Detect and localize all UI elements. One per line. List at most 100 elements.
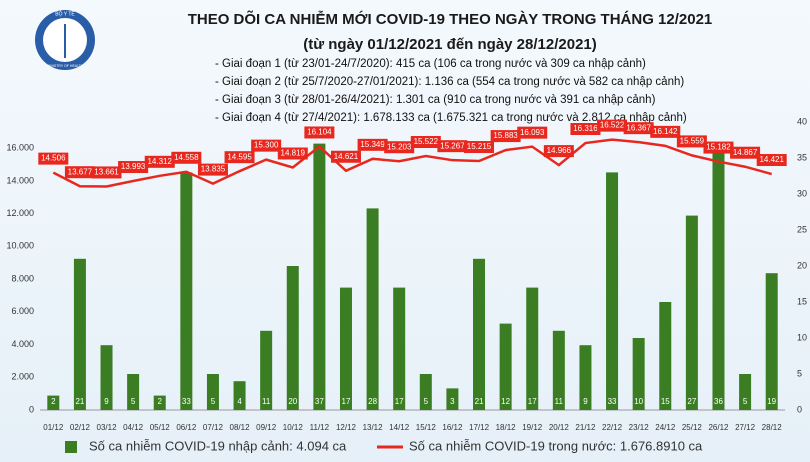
- bar: [685, 215, 698, 410]
- x-tick-label: 12/12: [336, 423, 357, 432]
- y-tick-label: 0: [29, 404, 34, 414]
- x-tick-label: 25/12: [682, 423, 703, 432]
- y2-tick-label: 0: [797, 404, 802, 414]
- bar-label: 11: [555, 397, 564, 406]
- y-tick-label: 10.000: [6, 241, 34, 251]
- bar: [366, 208, 379, 410]
- data-label: 15.300: [254, 141, 279, 150]
- data-label-box: [410, 136, 441, 149]
- data-label-box: [464, 141, 495, 154]
- x-tick-label: 08/12: [230, 423, 251, 432]
- bar: [499, 323, 512, 410]
- data-label: 13.993: [121, 162, 146, 171]
- bar: [339, 287, 352, 410]
- y-tick-label: 16.000: [6, 143, 34, 153]
- note: - Giai đoạn 2 (từ 25/7/2020-27/01/2021):…: [215, 76, 684, 88]
- bar-label: 37: [315, 397, 324, 406]
- y2-tick-label: 25: [797, 224, 807, 234]
- data-label-box: [118, 161, 149, 174]
- data-label-box: [144, 155, 175, 168]
- x-tick-label: 22/12: [602, 423, 623, 432]
- data-label: 14.506: [41, 154, 66, 163]
- bar-label: 11: [262, 397, 271, 406]
- bar: [260, 330, 273, 410]
- bar: [526, 287, 539, 410]
- data-label-box: [171, 151, 202, 164]
- data-label-box: [197, 163, 228, 176]
- data-label: 14.819: [281, 149, 306, 158]
- logo-text: MINISTRY OF HEALTH: [47, 64, 84, 68]
- x-tick-label: 03/12: [97, 423, 118, 432]
- bar-label: 27: [687, 397, 696, 406]
- data-label-box: [730, 146, 761, 159]
- x-tick-label: 01/12: [43, 423, 64, 432]
- bar-label: 9: [104, 397, 109, 406]
- bar-label: 3: [450, 397, 455, 406]
- bar: [73, 258, 86, 410]
- x-tick-label: 11/12: [310, 423, 330, 432]
- y2-tick-label: 40: [797, 116, 807, 126]
- x-tick-label: 13/12: [363, 423, 384, 432]
- bar-label: 17: [528, 397, 537, 406]
- y-tick-label: 14.000: [6, 175, 34, 185]
- logo-text: BỘ Y TẾ: [55, 10, 75, 17]
- bar: [286, 266, 299, 410]
- bar-label: 19: [767, 397, 776, 406]
- data-label: 13.677: [68, 167, 93, 176]
- bar: [153, 395, 166, 410]
- data-label-box: [277, 147, 308, 160]
- y-tick-label: 12.000: [6, 208, 34, 218]
- bar-label: 5: [211, 397, 216, 406]
- data-label: 14.621: [334, 152, 359, 161]
- x-tick-label: 24/12: [655, 423, 676, 432]
- y2-tick-label: 10: [797, 332, 807, 342]
- bar-label: 5: [743, 397, 748, 406]
- data-label-box: [91, 166, 122, 179]
- bar-label: 10: [634, 397, 643, 406]
- x-tick-label: 27/12: [735, 423, 756, 432]
- legend-label: Số ca nhiễm COVID-19 trong nước: 1.676.8…: [409, 438, 703, 453]
- data-label: 16.142: [653, 127, 678, 136]
- data-label: 15.349: [360, 140, 385, 149]
- data-label-box: [650, 125, 681, 138]
- x-tick-label: 04/12: [123, 423, 144, 432]
- data-label: 15.267: [440, 141, 465, 150]
- bar-label: 9: [583, 397, 588, 406]
- data-label-box: [251, 139, 282, 152]
- bar-label: 20: [288, 397, 297, 406]
- bar-label: 2: [51, 397, 56, 406]
- data-label-box: [703, 141, 734, 154]
- y2-tick-label: 5: [797, 368, 802, 378]
- bar: [419, 374, 432, 410]
- bar-label: 15: [661, 397, 670, 406]
- data-label-box: [676, 135, 707, 148]
- y-tick-label: 8.000: [11, 273, 34, 283]
- data-label: 15.203: [387, 142, 412, 151]
- x-tick-label: 16/12: [442, 423, 463, 432]
- bar-label: 21: [75, 397, 84, 406]
- note: - Giai đoạn 4 (từ 27/4/2021): 1.678.133 …: [215, 112, 687, 124]
- data-label: 14.421: [759, 155, 784, 164]
- x-tick-label: 18/12: [496, 423, 517, 432]
- data-label-box: [304, 126, 335, 139]
- bar-label: 12: [501, 397, 510, 406]
- data-label-box: [384, 141, 415, 154]
- x-tick-label: 05/12: [150, 423, 171, 432]
- data-label: 16.367: [626, 123, 651, 132]
- data-label: 14.966: [547, 146, 572, 155]
- note: - Giai đoạn 3 (từ 28/01-26/4/2021): 1.30…: [215, 94, 656, 106]
- bar: [473, 258, 486, 410]
- data-label: 14.312: [147, 157, 172, 166]
- x-tick-label: 09/12: [256, 423, 277, 432]
- x-tick-label: 19/12: [522, 423, 543, 432]
- bar: [446, 388, 459, 410]
- bar: [632, 338, 645, 410]
- bar: [313, 143, 326, 410]
- data-label-box: [224, 151, 255, 164]
- data-label-box: [756, 154, 787, 167]
- data-label-box: [517, 126, 548, 139]
- y-tick-label: 2.000: [11, 372, 34, 382]
- bar: [579, 345, 592, 410]
- data-label-box: [64, 166, 95, 179]
